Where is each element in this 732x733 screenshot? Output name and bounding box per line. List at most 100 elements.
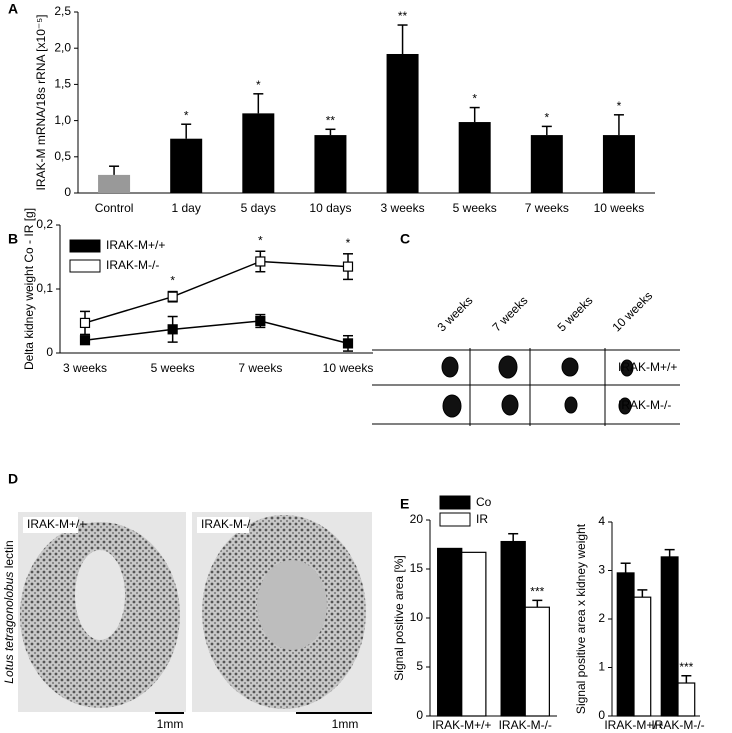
column-label: 10 weeks	[609, 289, 655, 335]
significance: *	[544, 111, 549, 125]
scale-label: 1mm	[157, 717, 184, 731]
column-label: 5 weeks	[554, 293, 595, 334]
panel-label: A	[8, 1, 18, 17]
x-tick-label: 10 days	[309, 201, 351, 215]
y-axis-label: Signal positive area x kidney weight	[574, 523, 588, 714]
significance: *	[346, 236, 351, 250]
x-tick-label: 7 weeks	[238, 361, 282, 375]
error-bar	[681, 674, 692, 684]
significance: *	[170, 274, 175, 288]
marker	[167, 291, 178, 302]
x-tick-label: 3 weeks	[381, 201, 425, 215]
bar	[660, 556, 679, 717]
x-tick-label: IRAK-M+/+	[432, 718, 491, 732]
row-label: IRAK-M-/-	[618, 398, 671, 412]
error-bar	[541, 125, 552, 136]
x-tick-label: 10 weeks	[323, 361, 374, 375]
legend-label: IRAK-M-/-	[106, 258, 159, 272]
series-line	[84, 260, 349, 324]
marker	[79, 335, 91, 346]
marker	[255, 256, 266, 267]
error-bar	[620, 562, 631, 573]
legend-swatch	[69, 259, 101, 273]
y-tick-label: 3	[598, 563, 605, 577]
y-tick-label: 0,5	[54, 149, 71, 163]
panel-label: E	[400, 496, 409, 512]
x-tick-label: 3 weeks	[63, 361, 107, 375]
panel-label: C	[400, 231, 410, 247]
image-label: IRAK-M+/+	[27, 517, 86, 531]
row-label: IRAK-M+/+	[618, 360, 677, 374]
side-label: Lotus tetragonolobus lectin	[2, 540, 16, 683]
significance: *	[258, 233, 263, 247]
y-tick-label: 0,1	[36, 281, 53, 295]
significance: *	[256, 78, 261, 92]
y-tick-label: 0	[46, 345, 53, 359]
panel-c	[372, 348, 680, 426]
side-label-plain: lectin	[2, 540, 16, 568]
series-line	[84, 320, 349, 345]
error-bar	[325, 128, 336, 136]
bar	[314, 135, 347, 193]
error-bar	[664, 548, 675, 557]
bar	[616, 572, 635, 717]
panel-label: B	[8, 231, 18, 247]
side-label-italic: Lotus tetragonolobus	[2, 572, 16, 684]
y-tick-label: 1,5	[54, 77, 71, 91]
bar	[386, 53, 419, 193]
y-tick-label: 15	[410, 561, 424, 575]
significance: ***	[530, 585, 544, 599]
marker	[79, 317, 91, 329]
error-bar	[532, 599, 543, 608]
x-tick-label: IRAK-M-/-	[651, 718, 704, 732]
y-tick-label: 0	[64, 185, 71, 199]
legend-swatch	[439, 512, 471, 527]
error-bar	[253, 93, 264, 114]
x-tick-label: 5 days	[241, 201, 276, 215]
bar	[98, 174, 131, 193]
bar	[500, 540, 526, 717]
bar	[633, 596, 652, 717]
column-label: 7 weeks	[489, 293, 530, 334]
y-tick-label: 0	[598, 708, 605, 722]
x-tick-label: Control	[95, 201, 134, 215]
legend-swatch	[69, 239, 101, 253]
error-bar	[613, 114, 624, 136]
error-bar	[397, 24, 408, 54]
significance: **	[398, 9, 408, 23]
bar	[677, 682, 696, 717]
y-tick-label: 2	[598, 611, 605, 625]
legend-label: IR	[476, 512, 488, 526]
bar	[461, 551, 487, 717]
significance: *	[184, 108, 189, 122]
marker	[255, 315, 266, 327]
error-bar	[181, 123, 192, 139]
bar	[524, 606, 550, 717]
y-tick-label: 2,5	[54, 4, 71, 18]
y-tick-label: 1	[598, 660, 605, 674]
y-tick-label: 5	[416, 659, 423, 673]
significance: *	[617, 99, 622, 113]
y-tick-label: 0	[416, 708, 423, 722]
legend-label: Co	[476, 495, 492, 509]
y-tick-label: 20	[410, 512, 424, 526]
x-tick-label: 5 weeks	[151, 361, 195, 375]
legend-swatch	[439, 495, 471, 510]
marker	[342, 261, 354, 272]
scale-label: 1mm	[332, 717, 359, 731]
x-tick-label: IRAK-M+/+	[604, 718, 663, 732]
y-axis-label: Signal positive area [%]	[392, 555, 406, 680]
error-bar	[109, 165, 120, 175]
y-tick-label: 10	[410, 610, 424, 624]
marker	[167, 324, 178, 335]
y-tick-label: 0,2	[36, 217, 53, 231]
panel-label: D	[8, 471, 18, 487]
significance: *	[472, 92, 477, 106]
y-tick-label: 1,0	[54, 113, 71, 127]
significance: ***	[679, 660, 693, 674]
error-bar	[469, 106, 480, 123]
bar	[458, 122, 491, 193]
column-label: 3 weeks	[434, 293, 475, 334]
